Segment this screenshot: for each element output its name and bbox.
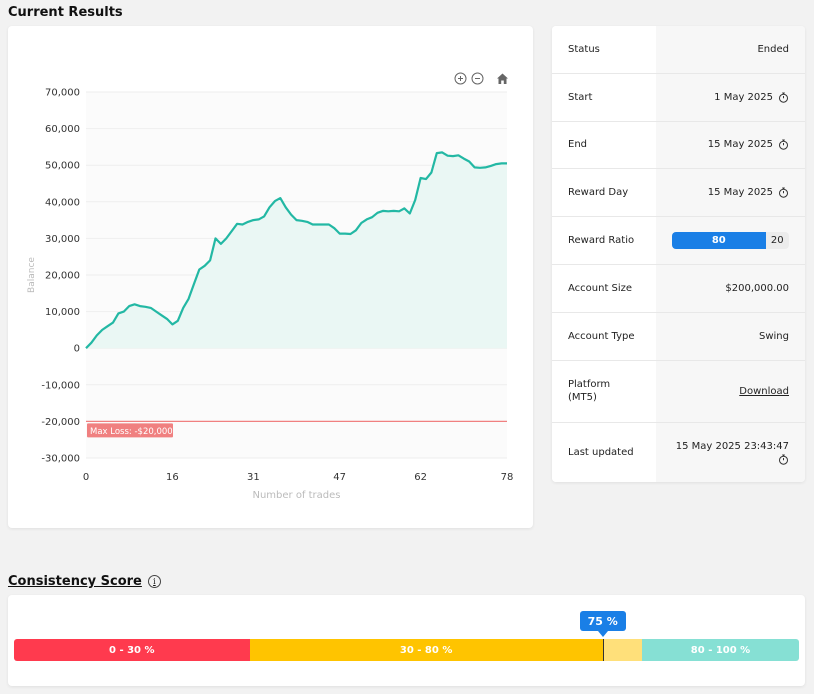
info-icon[interactable]: i [147, 575, 161, 588]
reward-ratio-bar: 80 20 [672, 232, 789, 250]
chart-toolbar [454, 72, 509, 85]
account-info-table: Status Ended Start 1 May 2025 End 15 May… [552, 26, 805, 482]
last-updated-value: 15 May 2025 23:43:47 [675, 440, 789, 452]
stopwatch-icon [778, 92, 789, 103]
consistency-score-marker [602, 639, 604, 661]
consistency-score-title: Consistency Score i [8, 574, 161, 589]
x-tick-label: 31 [247, 472, 260, 483]
end-label: End [552, 121, 656, 169]
info-row-end: End 15 May 2025 [552, 121, 805, 170]
info-row-reward-day: Reward Day 15 May 2025 [552, 169, 805, 218]
y-tick-label: 20,000 [45, 271, 80, 282]
balance-series-line [85, 151, 507, 349]
y-tick-label: 30,000 [45, 234, 80, 245]
info-row-last-updated: Last updated 15 May 2025 23:43:47 [552, 422, 805, 482]
x-tick-label: 62 [414, 472, 427, 483]
status-label: Status [552, 26, 656, 73]
last-updated-label: Last updated [552, 422, 656, 482]
info-row-account-size: Account Size $200,000.00 [552, 264, 805, 313]
y-tick-label: 50,000 [45, 161, 80, 172]
balance-chart: 70,000 60,000 50,000 40,000 30,000 20,000 10,0… [27, 88, 514, 502]
balance-area-fill [86, 152, 507, 349]
stopwatch-icon [778, 187, 789, 198]
y-tick-label: -20,000 [41, 417, 80, 428]
x-axis-title: Number of trades [252, 490, 340, 501]
max-loss-label: Max Loss: -$20,000 [90, 427, 173, 437]
start-value: 1 May 2025 [714, 91, 773, 103]
consistency-score-bar: 0 - 30 % 30 - 80 % 80 - 100 % [14, 639, 799, 661]
consistency-score-card: 0 - 30 % 30 - 80 % 80 - 100 % 75 % [8, 595, 805, 686]
info-row-start: Start 1 May 2025 [552, 73, 805, 122]
y-tick-label: -30,000 [41, 454, 80, 465]
stopwatch-icon [778, 454, 789, 465]
current-results-title: Current Results [8, 5, 123, 20]
account-size-value: $200,000.00 [725, 282, 789, 294]
start-label: Start [552, 73, 656, 121]
consistency-segment: 0 - 30 % [14, 639, 250, 661]
end-value: 15 May 2025 [707, 139, 773, 151]
y-tick-label: 70,000 [45, 88, 80, 99]
account-type-label: Account Type [552, 312, 656, 360]
info-row-account-type: Account Type Swing [552, 312, 805, 361]
y-tick-label: 0 [74, 344, 80, 355]
consistency-score-badge: 75 % [579, 611, 626, 631]
y-axis-title: Balance [27, 257, 37, 293]
consistency-segment: 80 - 100 % [642, 639, 799, 661]
y-tick-label: 10,000 [45, 307, 80, 318]
x-tick-label: 16 [166, 472, 179, 483]
zoom-in-icon[interactable] [454, 72, 467, 85]
x-tick-label: 0 [83, 472, 89, 483]
platform-label-line2: (MT5) [568, 392, 597, 404]
platform-label: Platform (MT5) [552, 360, 656, 422]
consistency-segment: 30 - 80 % [249, 639, 603, 661]
download-platform-link[interactable]: Download [739, 385, 789, 397]
zoom-out-icon[interactable] [471, 72, 484, 85]
stopwatch-icon [778, 139, 789, 151]
status-value: Ended [757, 43, 789, 55]
balance-chart-card: 70,000 60,000 50,000 40,000 30,000 20,000 10,0… [8, 26, 533, 528]
reset-zoom-home-icon[interactable] [496, 72, 509, 85]
x-tick-label: 47 [333, 472, 346, 483]
consistency-segment-remaining [602, 639, 642, 661]
y-tick-label: -10,000 [41, 380, 80, 391]
reward-ratio-firm-share: 20 [765, 232, 789, 250]
reward-day-value: 15 May 2025 [707, 187, 773, 199]
y-tick-label: 40,000 [45, 197, 80, 208]
reward-ratio-label: Reward Ratio [552, 217, 656, 264]
x-tick-label: 78 [501, 472, 514, 483]
account-size-label: Account Size [552, 264, 656, 312]
platform-label-line1: Platform [568, 379, 611, 391]
info-row-reward-ratio: Reward Ratio 80 20 [552, 217, 805, 265]
reward-ratio-trader-share: 80 [672, 232, 766, 250]
info-row-platform: Platform (MT5) Download [552, 360, 805, 423]
consistency-score-pointer [597, 631, 608, 637]
y-tick-label: 60,000 [45, 124, 80, 135]
reward-day-label: Reward Day [552, 169, 656, 217]
max-loss-label-bg [87, 423, 173, 438]
account-type-value: Swing [759, 330, 789, 342]
consistency-score-heading: Consistency Score [8, 574, 142, 589]
info-row-status: Status Ended [552, 26, 805, 74]
